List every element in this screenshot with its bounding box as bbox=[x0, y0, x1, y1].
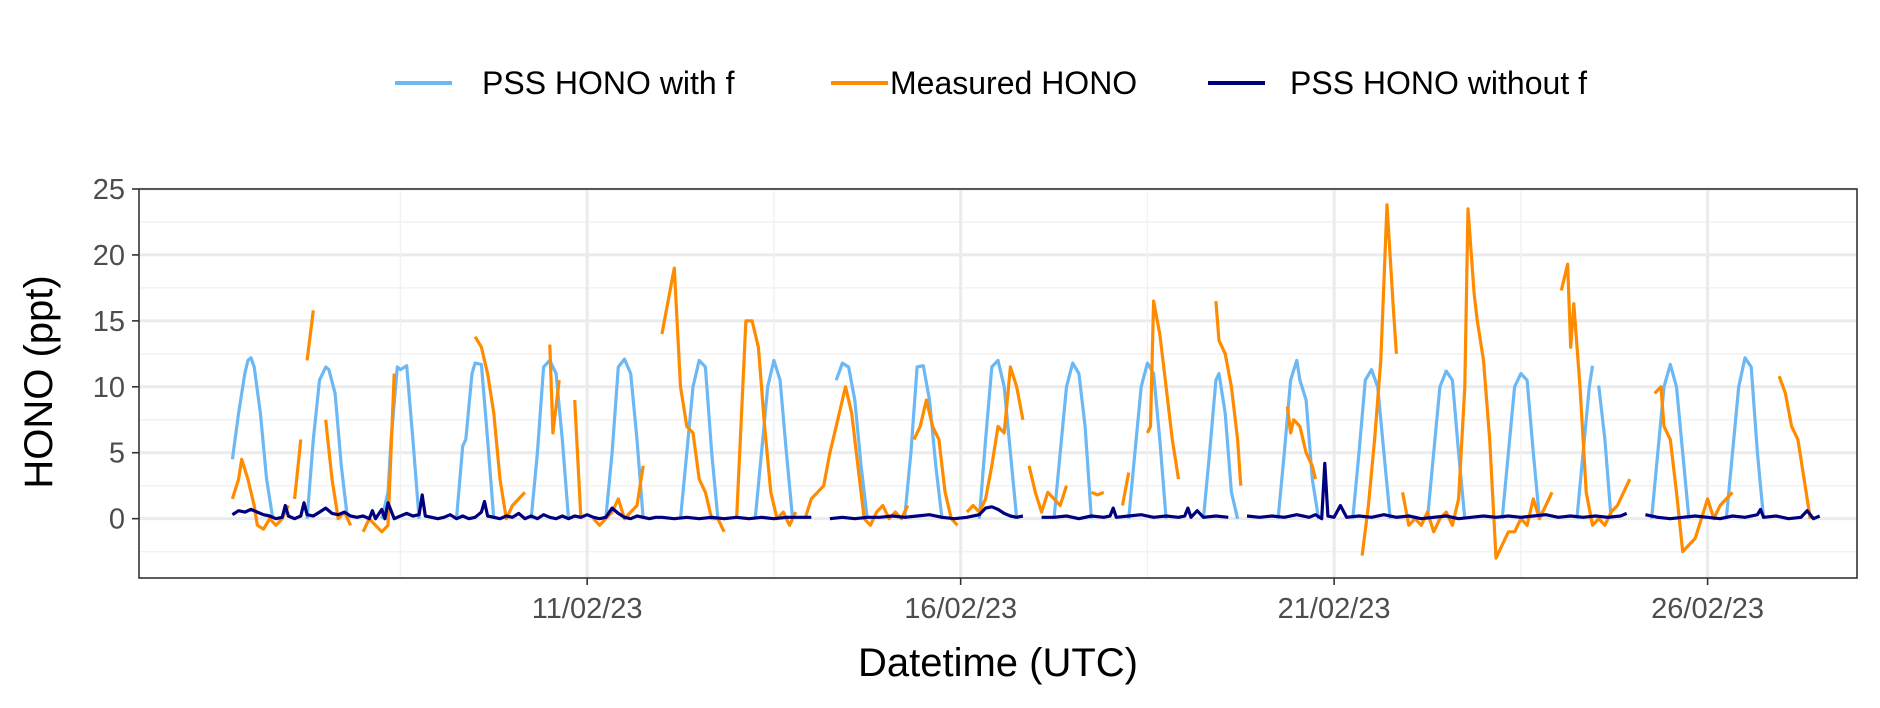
series-line-segment bbox=[678, 358, 720, 519]
series-line-segment bbox=[1090, 490, 1105, 497]
x-tick-label: 16/02/23 bbox=[904, 593, 1017, 625]
series-line-segment bbox=[753, 358, 795, 519]
series-line-segment bbox=[1653, 385, 1734, 554]
x-tick-label: 21/02/23 bbox=[1278, 593, 1391, 625]
series-line-segment bbox=[1246, 461, 1628, 521]
series-line-segment bbox=[1360, 203, 1398, 556]
x-tick-label: 11/02/23 bbox=[532, 593, 643, 625]
series-line-segment bbox=[454, 361, 496, 519]
legend: PSS HONO with f Measured HONO PSS HONO w… bbox=[395, 65, 1587, 101]
series-line-segment bbox=[293, 439, 303, 500]
legend-label-pss-without-f: PSS HONO without f bbox=[1290, 65, 1587, 101]
y-tick-label: 20 bbox=[93, 240, 125, 272]
series-pss-hono-without-f bbox=[231, 461, 1821, 521]
series-line-segment bbox=[305, 310, 315, 361]
series-line-segment bbox=[604, 357, 645, 519]
series-line-segment bbox=[1201, 372, 1240, 520]
series-line-segment bbox=[1575, 365, 1595, 519]
x-tick-label: 26/02/23 bbox=[1651, 593, 1764, 625]
series-line-segment bbox=[965, 365, 1025, 514]
series-line-segment bbox=[230, 356, 275, 519]
series-line-segment bbox=[305, 365, 350, 519]
series-line-segment bbox=[1777, 375, 1812, 519]
series-line-segment bbox=[1650, 362, 1691, 519]
series-line-segment bbox=[324, 419, 353, 526]
series-line-segment bbox=[1401, 207, 1554, 560]
y-tick-label: 5 bbox=[109, 438, 125, 470]
y-tick-label: 0 bbox=[109, 504, 125, 536]
series-line-segment bbox=[903, 364, 944, 519]
series-line-segment bbox=[1724, 356, 1766, 519]
series-line-segment bbox=[912, 398, 959, 527]
series-line-segment bbox=[1127, 361, 1168, 519]
series-line-segment bbox=[977, 358, 1019, 519]
series-line-segment bbox=[1425, 369, 1467, 519]
x-axis: 11/02/23 16/02/23 21/02/23 26/02/23 bbox=[532, 578, 1764, 625]
series-line-segment bbox=[1027, 465, 1069, 514]
legend-label-pss-with-f: PSS HONO with f bbox=[482, 65, 735, 101]
y-tick-label: 25 bbox=[93, 174, 125, 206]
legend-label-measured: Measured HONO bbox=[890, 65, 1137, 101]
y-tick-label: 10 bbox=[93, 372, 125, 404]
y-axis-title: HONO (ppt) bbox=[17, 275, 61, 488]
series-line-segment bbox=[1120, 472, 1131, 506]
y-axis: 0 5 10 15 20 25 bbox=[93, 174, 139, 536]
series-line-segment bbox=[1285, 406, 1318, 480]
series-line-segment bbox=[1052, 361, 1093, 519]
series-line-segment bbox=[1645, 507, 1821, 521]
series-line-segment bbox=[829, 505, 1024, 521]
series-line-segment bbox=[473, 335, 527, 521]
series-line-segment bbox=[1351, 368, 1392, 519]
series-line-segment bbox=[1041, 506, 1229, 521]
series-line-segment bbox=[231, 493, 812, 521]
y-tick-label: 15 bbox=[93, 306, 125, 338]
series-line-segment bbox=[1214, 300, 1243, 486]
series-line-segment bbox=[592, 465, 645, 527]
series-line-segment bbox=[361, 373, 396, 534]
series-line-segment bbox=[548, 344, 561, 435]
series-line-segment bbox=[230, 457, 290, 531]
series-line-segment bbox=[1597, 385, 1613, 519]
series-layer bbox=[230, 203, 1821, 560]
series-line-segment bbox=[1559, 262, 1632, 527]
series-line-segment bbox=[1500, 372, 1542, 519]
series-line-segment bbox=[573, 399, 583, 519]
series-line-segment bbox=[834, 361, 869, 519]
x-axis-title: Datetime (UTC) bbox=[858, 641, 1138, 685]
plot-panel-border bbox=[138, 188, 1858, 579]
series-line-segment bbox=[1145, 299, 1181, 480]
